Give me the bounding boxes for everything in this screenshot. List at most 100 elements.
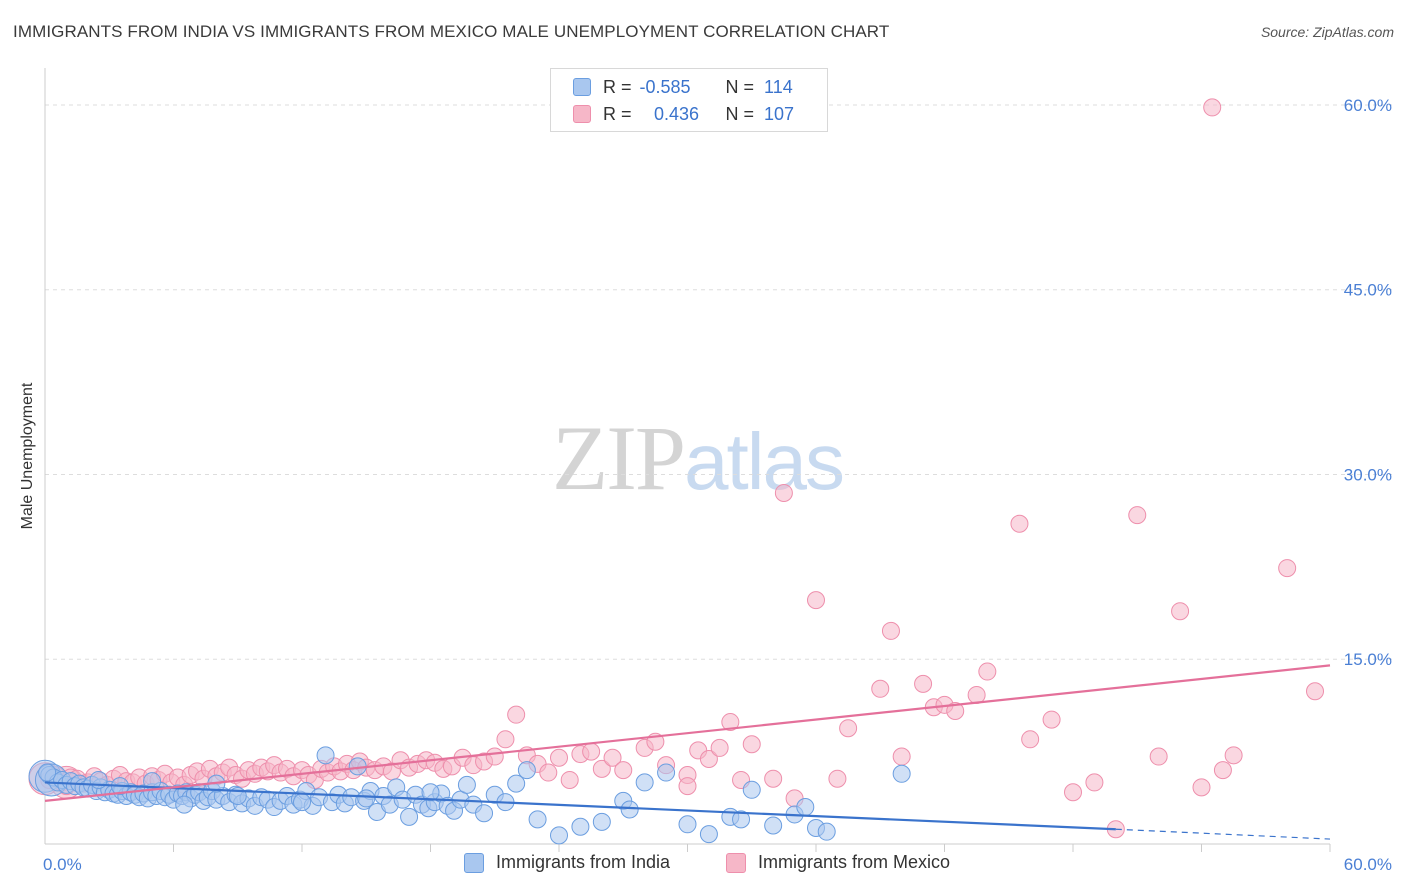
legend-mexico-swatch bbox=[726, 852, 746, 873]
legend-india-label: Immigrants from India bbox=[496, 852, 671, 872]
legend-n-value-india: 114 bbox=[764, 76, 793, 97]
mexico-point bbox=[946, 701, 965, 720]
india-point bbox=[571, 817, 590, 836]
mexico-point bbox=[485, 747, 504, 766]
mexico-point bbox=[1128, 506, 1147, 525]
mexico-point bbox=[1224, 746, 1243, 765]
y-tick-label: 60.0% bbox=[1344, 96, 1392, 115]
mexico-point bbox=[592, 759, 611, 778]
mexico-point bbox=[881, 621, 900, 640]
x-tick-label: 60.0% bbox=[1344, 855, 1392, 874]
y-tick-label: 45.0% bbox=[1344, 281, 1392, 300]
india-point bbox=[764, 816, 783, 835]
legend-n-label-mexico: N = bbox=[725, 103, 755, 124]
india-point bbox=[400, 807, 419, 826]
india-point bbox=[517, 761, 536, 780]
india-trend-line bbox=[44, 781, 1116, 831]
mexico-point bbox=[978, 662, 997, 681]
mexico-point bbox=[507, 705, 526, 724]
mexico-point bbox=[1203, 98, 1222, 117]
india-point bbox=[316, 746, 335, 765]
india-point bbox=[620, 800, 639, 819]
legend-r-value-india: -0.585 bbox=[639, 76, 691, 97]
mexico-swatch bbox=[573, 105, 591, 123]
legend-r-label-mexico: R = bbox=[603, 103, 632, 124]
mexico-point bbox=[1085, 773, 1104, 792]
mexico-point bbox=[1213, 761, 1232, 780]
india-trend-extension bbox=[1115, 828, 1331, 840]
india-point bbox=[699, 825, 718, 844]
mexico-point bbox=[539, 763, 558, 782]
mexico-point bbox=[560, 770, 579, 789]
mexico-point bbox=[550, 748, 568, 767]
mexico-point bbox=[967, 685, 986, 704]
legend-item-india: Immigrants from India bbox=[464, 852, 670, 873]
legend-r-value-mexico: 0.436 bbox=[653, 103, 700, 124]
india-point bbox=[38, 763, 57, 782]
india-point bbox=[507, 774, 526, 793]
correlation-legend: R = -0.585 N = 114 R = 0.436 N = 107 bbox=[550, 68, 828, 132]
mexico-point bbox=[892, 747, 911, 766]
mexico-point bbox=[1010, 514, 1029, 533]
mexico-point bbox=[914, 674, 933, 693]
mexico-point bbox=[1021, 730, 1040, 749]
y-tick-label: 15.0% bbox=[1344, 650, 1392, 669]
india-point bbox=[457, 775, 476, 794]
mexico-point bbox=[678, 777, 697, 796]
mexico-point bbox=[839, 719, 858, 738]
india-point bbox=[421, 783, 440, 802]
legend-india-swatch bbox=[464, 852, 484, 873]
india-point bbox=[796, 798, 815, 817]
mexico-point bbox=[603, 748, 622, 767]
legend-r-label-india: R = bbox=[603, 76, 632, 97]
india-point bbox=[657, 763, 676, 782]
mexico-point bbox=[582, 742, 601, 761]
india-point bbox=[293, 793, 311, 812]
mexico-point bbox=[496, 730, 515, 749]
india-point bbox=[732, 810, 751, 829]
india-point bbox=[635, 773, 654, 792]
mexico-point bbox=[1306, 682, 1325, 701]
mexico-point bbox=[774, 483, 793, 502]
india-point bbox=[592, 812, 611, 831]
chart-title: IMMIGRANTS FROM INDIA VS IMMIGRANTS FROM… bbox=[13, 22, 890, 41]
mexico-point bbox=[1042, 710, 1061, 729]
india-point bbox=[817, 822, 836, 841]
mexico-point bbox=[742, 735, 761, 754]
mexico-trend-line bbox=[44, 664, 1331, 802]
india-point bbox=[475, 804, 494, 823]
legend-n-label-india: N = bbox=[725, 76, 755, 97]
mexico-point bbox=[710, 738, 729, 757]
y-tick-label: 30.0% bbox=[1344, 465, 1392, 484]
india-point bbox=[742, 780, 761, 799]
mexico-point bbox=[764, 769, 783, 788]
mexico-point bbox=[828, 769, 847, 788]
india-point bbox=[678, 815, 697, 834]
watermark: ZIPatlas bbox=[552, 405, 845, 511]
mexico-point bbox=[1192, 778, 1211, 797]
legend-n-value-mexico: 107 bbox=[764, 103, 795, 124]
india-point bbox=[175, 795, 194, 814]
mexico-point bbox=[699, 750, 718, 769]
x-tick-label: 0.0% bbox=[43, 855, 82, 874]
india-point bbox=[892, 764, 911, 783]
legend-mexico-label: Immigrants from Mexico bbox=[758, 852, 951, 872]
watermark-zip: ZIP bbox=[552, 407, 686, 509]
series-legend: Immigrants from India Immigrants from Me… bbox=[0, 852, 1406, 876]
source-label: Source: ZipAtlas.com bbox=[1260, 24, 1394, 40]
mexico-point bbox=[1149, 747, 1168, 766]
india-point bbox=[550, 826, 568, 845]
mexico-point bbox=[1278, 559, 1297, 578]
india-point bbox=[357, 789, 376, 808]
mexico-point bbox=[807, 591, 825, 610]
legend-row-mexico: R = 0.436 N = 107 bbox=[573, 102, 794, 126]
legend-item-mexico: Immigrants from Mexico bbox=[726, 852, 950, 873]
mexico-point bbox=[1171, 602, 1190, 621]
india-point bbox=[528, 810, 547, 829]
mexico-point bbox=[614, 761, 633, 780]
india-swatch bbox=[573, 78, 591, 96]
mexico-point bbox=[1064, 783, 1082, 802]
watermark-atlas: atlas bbox=[684, 417, 845, 506]
mexico-point bbox=[871, 679, 890, 698]
